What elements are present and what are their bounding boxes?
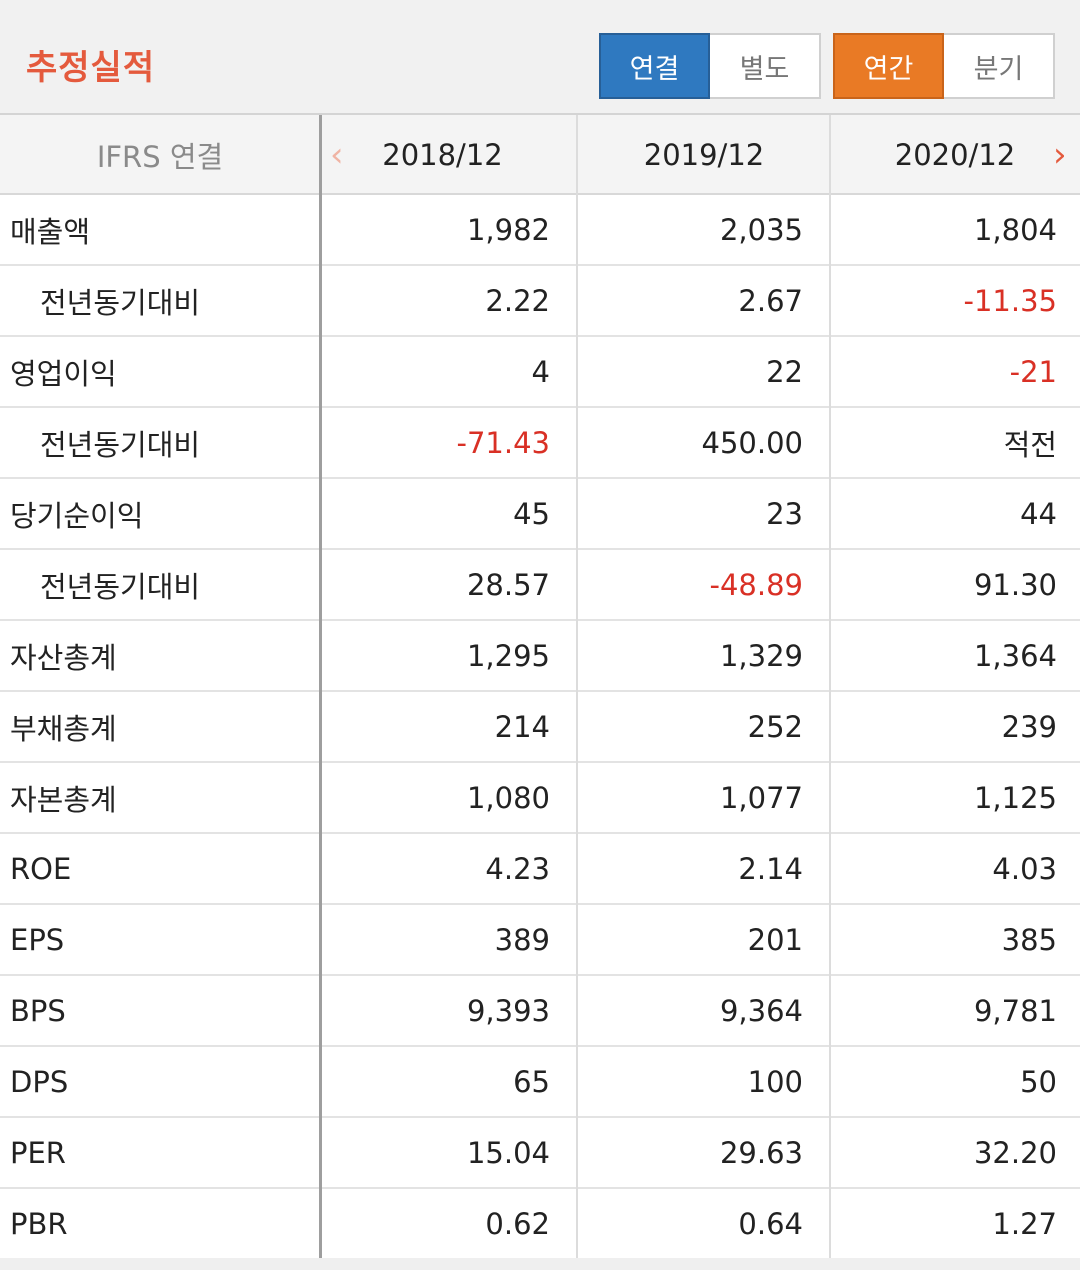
table-cell: 201 (747, 922, 803, 957)
row-label: BPS (10, 993, 66, 1028)
table-cell: 2.22 (485, 283, 550, 318)
period-toggle: 연간 분기 (833, 33, 1055, 99)
bottom-edge (0, 1258, 1080, 1270)
row-label: DPS (10, 1064, 69, 1099)
table-cell: 0.64 (738, 1206, 803, 1241)
column-header-year: 2018/12 (382, 138, 503, 172)
table-cell: 389 (494, 922, 550, 957)
table-cell: 1,364 (973, 638, 1057, 673)
table-cell: 1,125 (973, 780, 1057, 815)
table-body: 매출액 1,982 2,035 1,804 전년동기대비 2.22 2.67 -11.35 영업… (0, 195, 1080, 1260)
table-cell: 1,295 (466, 638, 550, 673)
table-cell: 1,329 (719, 638, 803, 673)
table-cell: 2.14 (738, 851, 803, 886)
table-cell: 2.67 (738, 283, 803, 318)
table-cell: 100 (747, 1064, 803, 1099)
row-label: PBR (10, 1206, 68, 1241)
accounting-standard-label: IFRS 연결 (96, 140, 224, 174)
section-title: 추정실적 (26, 48, 156, 88)
table-cell: 9,364 (719, 993, 803, 1028)
chevron-left-icon[interactable]: ‹ (330, 135, 344, 175)
table-cell: 1,080 (466, 780, 550, 815)
table-cell: 4.03 (992, 851, 1057, 886)
table-cell: 29.63 (719, 1135, 803, 1170)
table-row: ROE 4.23 2.14 4.03 (0, 834, 1080, 905)
table-row: 매출액 1,982 2,035 1,804 (0, 195, 1080, 266)
table-row: 자본총계 1,080 1,077 1,125 (0, 763, 1080, 834)
table-cell: 45 (513, 496, 550, 531)
row-label: 매출액 (10, 214, 91, 249)
table-cell: 22 (766, 354, 803, 389)
row-label: EPS (10, 922, 65, 957)
table-cell: 23 (766, 496, 803, 531)
row-label: PER (10, 1135, 66, 1170)
table-cell: 1,077 (719, 780, 803, 815)
quarterly-tab[interactable]: 분기 (944, 33, 1055, 99)
table-cell: -71.43 (456, 425, 551, 460)
table-cell: 4.23 (485, 851, 550, 886)
row-label: 전년동기대비 (40, 285, 201, 320)
table-cell: 9,781 (973, 993, 1057, 1028)
table-cell: 214 (494, 709, 550, 744)
table-cell: 252 (747, 709, 803, 744)
table-row: 당기순이익 45 23 44 (0, 479, 1080, 550)
row-label: ROE (10, 851, 72, 886)
consolidated-tab[interactable]: 연결 (599, 33, 710, 99)
table-cell: 0.62 (485, 1206, 550, 1241)
table-cell: 2,035 (719, 212, 803, 247)
row-label: 영업이익 (10, 356, 117, 391)
table-cell: 385 (1001, 922, 1057, 957)
table-cell: 32.20 (973, 1135, 1057, 1170)
annual-tab[interactable]: 연간 (833, 33, 944, 99)
column-header-year: 2020/12 (894, 138, 1016, 172)
table-row: 전년동기대비 28.57 -48.89 91.30 (0, 550, 1080, 621)
table-cell: 1,804 (973, 212, 1057, 247)
table-cell: -48.89 (709, 567, 804, 602)
table-row: BPS 9,393 9,364 9,781 (0, 976, 1080, 1047)
top-bar: 추정실적 연결 별도 연간 분기 (0, 0, 1080, 115)
row-label: 전년동기대비 (40, 569, 201, 604)
table-row: 자산총계 1,295 1,329 1,364 (0, 621, 1080, 692)
row-label: 부채총계 (10, 711, 117, 746)
table-cell: 적전 (1003, 427, 1057, 462)
row-label: 전년동기대비 (40, 427, 201, 462)
table-cell: 28.57 (466, 567, 550, 602)
table-row: PER 15.04 29.63 32.20 (0, 1118, 1080, 1189)
table-row: PBR 0.62 0.64 1.27 (0, 1189, 1080, 1260)
scope-toggle: 연결 별도 (599, 33, 821, 99)
row-label: 당기순이익 (10, 498, 144, 533)
table-cell: 91.30 (973, 567, 1057, 602)
table-cell: 15.04 (466, 1135, 550, 1170)
table-cell: 50 (1020, 1064, 1057, 1099)
table-header-row: IFRS 연결 ‹ 2018/12 2019/12 2020/12 › (0, 115, 1080, 195)
table-cell: -21 (1009, 354, 1057, 389)
table-row: 영업이익 4 22 -21 (0, 337, 1080, 408)
table-row: DPS 65 100 50 (0, 1047, 1080, 1118)
table-cell: 4 (531, 354, 550, 389)
column-header-year: 2019/12 (643, 138, 765, 172)
table-cell: 65 (513, 1064, 550, 1099)
table-cell: 450.00 (701, 425, 803, 460)
column-divider (829, 115, 831, 1260)
table-cell: 239 (1001, 709, 1057, 744)
table-cell: 9,393 (466, 993, 550, 1028)
earnings-table: IFRS 연결 ‹ 2018/12 2019/12 2020/12 › 매출액 1… (0, 115, 1080, 1270)
chevron-right-icon[interactable]: › (1053, 135, 1067, 175)
table-row: 전년동기대비 -71.43 450.00 적전 (0, 408, 1080, 479)
table-row: 부채총계 214 252 239 (0, 692, 1080, 763)
table-cell: 44 (1020, 496, 1057, 531)
column-divider (319, 115, 322, 1260)
column-divider (576, 115, 578, 1260)
table-row: EPS 389 201 385 (0, 905, 1080, 976)
separate-tab[interactable]: 별도 (710, 33, 821, 99)
table-cell: -11.35 (963, 283, 1058, 318)
row-label: 자산총계 (10, 640, 117, 675)
row-label: 자본총계 (10, 782, 117, 817)
table-row: 전년동기대비 2.22 2.67 -11.35 (0, 266, 1080, 337)
table-cell: 1.27 (992, 1206, 1057, 1241)
table-cell: 1,982 (466, 212, 550, 247)
